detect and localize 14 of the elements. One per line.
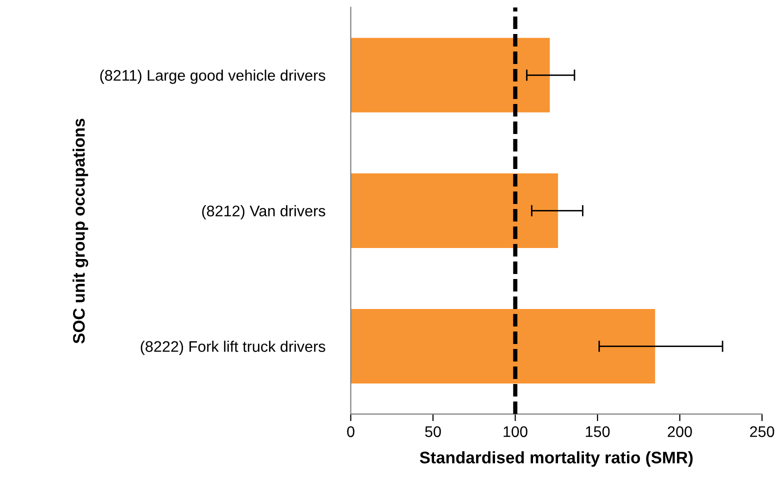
x-tick-label: 200 — [668, 426, 692, 438]
y-tick-label: (8212) Van drivers — [202, 205, 326, 220]
bar — [350, 173, 558, 248]
y-tick-label: (8222) Fork lift truck drivers — [140, 340, 326, 355]
y-tick-label: (8211) Large good vehicle drivers — [100, 70, 326, 84]
x-tick-label: 50 — [425, 426, 441, 438]
x-axis-title: Standardised mortality ratio (SMR) — [420, 451, 693, 467]
x-tick-label: 0 — [347, 426, 354, 438]
y-axis-title: SOC unit group occupations — [72, 118, 88, 344]
x-tick-label: 100 — [504, 426, 528, 438]
bar — [350, 38, 550, 112]
bar — [350, 308, 656, 384]
x-tick-label: 150 — [586, 426, 610, 438]
x-tick-label: 250 — [750, 426, 774, 438]
